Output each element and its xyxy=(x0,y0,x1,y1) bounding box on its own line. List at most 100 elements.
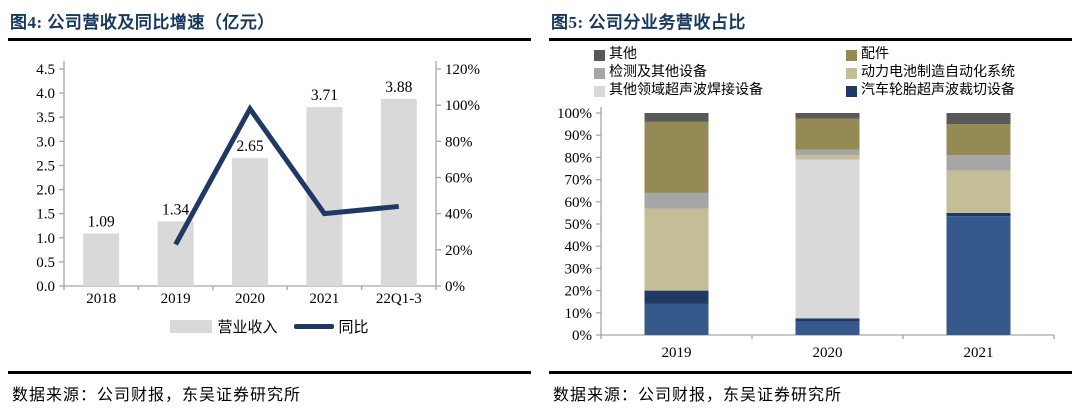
stack-2019-其他 xyxy=(644,113,709,122)
bar-data-label: 1.34 xyxy=(162,201,189,218)
figure4-legend: 营业收入 同比 xyxy=(8,316,531,337)
legend-label: 汽车轮胎超声波裁切设备 xyxy=(861,83,1015,98)
stack-2020-配件 xyxy=(795,118,860,150)
stack-2020-汽车轮胎超声波裁切设备 xyxy=(795,321,860,335)
y-left-tick-label: 4.0 xyxy=(36,86,55,102)
x-category-label: 22Q1-3 xyxy=(376,291,422,307)
series-swatch-icon xyxy=(594,49,605,61)
y-right-tick-label: 60% xyxy=(445,171,473,187)
y-left-tick-label: 3.5 xyxy=(36,110,55,126)
stack-2020-其他领域超声波焊接设备 xyxy=(795,159,860,319)
stack-2021-配件 xyxy=(946,124,1011,156)
bar-swatch-icon xyxy=(170,320,213,333)
x-category-label: 2020 xyxy=(813,345,843,361)
y-left-tick-label: 0.5 xyxy=(36,255,55,271)
y-tick-label: 0% xyxy=(572,328,592,344)
legend-label: 营业收入 xyxy=(217,320,278,336)
y-left-tick-label: 1.5 xyxy=(36,207,55,223)
yoy-line xyxy=(173,104,400,246)
stack-2021-其他 xyxy=(946,113,1011,125)
stack-2019-动力电池制造自动化系统 xyxy=(644,208,709,291)
y-right-tick-label: 20% xyxy=(445,243,473,259)
series-swatch-icon xyxy=(594,67,605,79)
x-category-label: 2021 xyxy=(309,291,339,307)
y-left-tick-label: 4.5 xyxy=(36,62,55,78)
legend-item: 营业收入 xyxy=(170,316,278,337)
stack-cap-2021-汽车轮胎超声波裁切设备 xyxy=(946,212,1011,217)
legend-label: 同比 xyxy=(338,320,369,336)
bar-data-label: 2.65 xyxy=(236,138,263,155)
stack-2019-汽车轮胎超声波裁切设备 xyxy=(644,303,709,335)
y-right-tick-label: 100% xyxy=(445,98,480,114)
y-tick-label: 70% xyxy=(565,173,593,189)
y-left-tick-label: 0.0 xyxy=(36,279,55,295)
y-tick-label: 80% xyxy=(565,150,593,166)
series-swatch-icon xyxy=(846,85,857,97)
y-right-tick-label: 0% xyxy=(445,279,465,295)
bar-data-label: 3.88 xyxy=(385,79,412,96)
y-tick-label: 50% xyxy=(565,217,593,233)
legend-label: 动力电池制造自动化系统 xyxy=(861,65,1015,80)
bar-data-label: 3.71 xyxy=(311,87,338,104)
bar-data-label: 1.09 xyxy=(88,213,115,230)
x-category-label: 2019 xyxy=(662,345,692,361)
x-category-label: 2020 xyxy=(235,291,265,307)
y-left-tick-label: 2.0 xyxy=(36,183,55,199)
y-right-tick-label: 40% xyxy=(445,207,473,223)
figure5-panel: 图5: 公司分业务营收占比 其他 配件检测及其他设备 动力电池制造自动化系统其他领域… xyxy=(549,0,1072,413)
revenue-growth-chart-svg: 0.0 0.5 1.0 1.5 2.0 2.5 3.0 3.5 4.0 4.5 0% 20% 40% 60… xyxy=(36,61,480,307)
legend-item: 动力电池制造自动化系统 xyxy=(846,65,1072,81)
stack-2021-检测及其他设备 xyxy=(946,155,1011,171)
line-swatch-icon xyxy=(293,324,334,329)
legend-item: 汽车轮胎超声波裁切设备 xyxy=(846,83,1072,99)
figure5-legend: 其他 配件检测及其他设备 动力电池制造自动化系统其他领域超声波焊接设备 汽车轮胎超声波… xyxy=(549,47,1072,99)
legend-item: 配件 xyxy=(846,47,1072,63)
y-left-tick-label: 3.0 xyxy=(36,134,55,150)
y-tick-label: 20% xyxy=(565,284,593,300)
legend-label: 检测及其他设备 xyxy=(609,65,707,80)
figure4-title: 图4: 公司营收及同比增速（亿元） xyxy=(8,0,531,41)
series-swatch-icon xyxy=(846,67,857,79)
legend-label: 其他 xyxy=(609,47,637,62)
stack-2019-配件 xyxy=(644,121,709,193)
y-tick-label: 40% xyxy=(565,239,593,255)
x-category-label: 2019 xyxy=(161,291,191,307)
y-left-tick-label: 1.0 xyxy=(36,231,55,247)
y-left-tick-label: 2.5 xyxy=(36,158,55,174)
legend-item: 其他领域超声波焊接设备 xyxy=(594,83,846,99)
x-category-label: 2021 xyxy=(964,345,994,361)
y-tick-label: 10% xyxy=(565,306,593,322)
stack-2021-汽车轮胎超声波裁切设备 xyxy=(946,216,1011,335)
stack-2020-动力电池制造自动化系统 xyxy=(795,155,860,160)
bar-2019 xyxy=(157,221,194,286)
y-right-tick-label: 120% xyxy=(445,62,480,78)
series-swatch-icon xyxy=(594,85,605,97)
legend-item: 检测及其他设备 xyxy=(594,65,846,81)
stack-2020-检测及其他设备 xyxy=(795,149,860,156)
stack-cap-2019-汽车轮胎超声波裁切设备 xyxy=(644,290,709,304)
segment-share-chart: 0% 10% 20% 30% 40% 50% 60% 70% 80% 90% 100% 2019 202… xyxy=(549,101,1072,368)
revenue-growth-chart: 0.0 0.5 1.0 1.5 2.0 2.5 3.0 3.5 4.0 4.5 0% 20% 40% 60… xyxy=(8,43,531,316)
bar-2018 xyxy=(83,233,120,286)
y-tick-label: 90% xyxy=(565,128,593,144)
stack-2021-动力电池制造自动化系统 xyxy=(946,170,1011,213)
legend-label: 配件 xyxy=(861,47,889,62)
legend-item: 同比 xyxy=(293,316,369,337)
stack-cap-2020-汽车轮胎超声波裁切设备 xyxy=(795,318,860,322)
y-right-tick-label: 80% xyxy=(445,134,473,150)
figure5-title: 图5: 公司分业务营收占比 xyxy=(549,0,1072,41)
y-tick-label: 60% xyxy=(565,195,593,211)
stack-2020-其他 xyxy=(795,113,860,119)
legend-label: 其他领域超声波焊接设备 xyxy=(609,83,763,98)
y-tick-label: 30% xyxy=(565,261,593,277)
figure4-source-note: 数据来源：公司财报，东吴证券研究所 xyxy=(8,371,531,405)
series-swatch-icon xyxy=(846,49,857,61)
bar-22Q1-3 xyxy=(380,98,417,286)
figure4-panel: 图4: 公司营收及同比增速（亿元） 0.0 0.5 1.0 1.5 2.0 2.5 3.0 3… xyxy=(8,0,531,413)
segment-share-chart-svg: 0% 10% 20% 30% 40% 50% 60% 70% 80% 90% 100% 2019 202… xyxy=(557,106,1055,361)
y-tick-label: 100% xyxy=(557,106,592,122)
x-category-label: 2018 xyxy=(86,291,116,307)
figure5-source-note: 数据来源：公司财报，东吴证券研究所 xyxy=(549,371,1072,405)
stack-2019-检测及其他设备 xyxy=(644,192,709,209)
